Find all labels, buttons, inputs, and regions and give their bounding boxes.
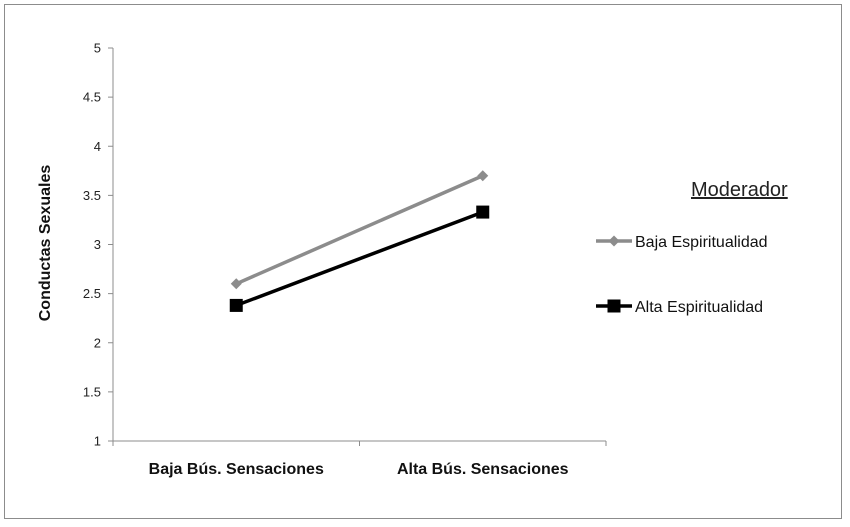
legend-marker-diamond: [608, 235, 620, 247]
chart-frame: [4, 4, 842, 519]
y-tick-label: 4.5: [83, 90, 101, 105]
legend-label: Alta Espiritualidad: [635, 299, 763, 316]
y-ticks: 1 1.5 2 2.5 3 3.5 4 4.5 5: [83, 41, 113, 449]
series-line-2: [235, 210, 484, 308]
x-category-label: Alta Bús. Sensaciones: [397, 461, 569, 478]
y-tick-label: 3.5: [83, 188, 101, 203]
legend: Moderador Baja Espiritualidad Alta Espiri…: [596, 179, 788, 316]
y-tick-label: 1.5: [83, 384, 101, 399]
legend-label: Baja Espiritualidad: [635, 234, 768, 251]
data-point-diamond: [230, 278, 242, 290]
x-categories: Baja Bús. Sensaciones Alta Bús. Sensacion…: [112, 441, 607, 478]
y-tick-label: 2: [94, 335, 101, 350]
y-tick-label: 4: [94, 139, 101, 154]
axes: [112, 48, 606, 442]
data-point-diamond: [477, 170, 489, 182]
legend-marker-square: [607, 299, 621, 313]
data-point-square: [229, 298, 243, 312]
y-tick-label: 5: [94, 41, 101, 56]
y-axis-title: Conductas Sexuales: [37, 165, 54, 322]
series-group: [229, 170, 490, 312]
y-tick-label: 2.5: [83, 286, 101, 301]
y-tick-label: 3: [94, 237, 101, 252]
series-line-1: [235, 174, 484, 286]
data-point-square: [476, 205, 490, 219]
legend-title: Moderador: [691, 179, 788, 201]
y-tick-label: 1: [94, 434, 101, 449]
x-category-label: Baja Bús. Sensaciones: [149, 461, 324, 478]
